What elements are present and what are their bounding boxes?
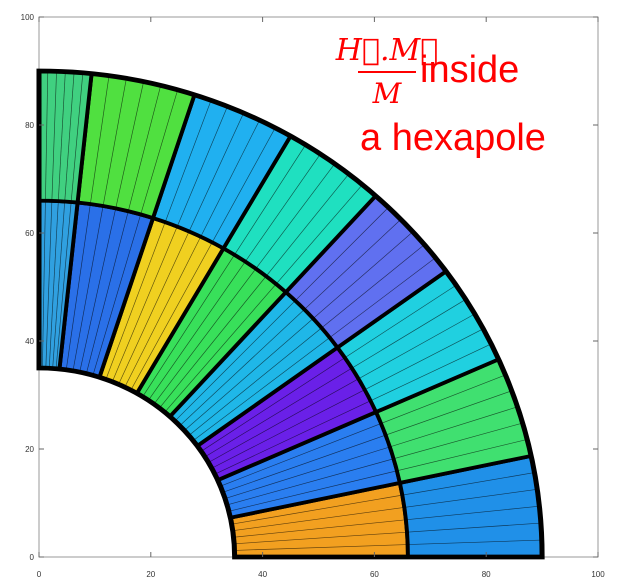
y-tick-label: 0 — [30, 553, 35, 562]
contour-line — [79, 81, 144, 373]
x-tick-label: 100 — [591, 570, 605, 579]
contour-line — [118, 112, 244, 385]
x-tick-label: 60 — [370, 570, 379, 579]
y-tick-label: 20 — [25, 445, 34, 454]
contour-line — [179, 219, 402, 426]
contour-line — [148, 153, 321, 401]
outline — [36, 68, 545, 560]
y-tick-label: 40 — [25, 337, 34, 346]
contour-line — [130, 127, 276, 391]
contour-line — [226, 422, 523, 506]
x-tick-label: 80 — [482, 570, 491, 579]
contour-line — [232, 489, 538, 532]
magnet-shape — [36, 68, 545, 560]
contour-line — [234, 522, 541, 545]
contour-line — [105, 100, 212, 380]
contour-line — [45, 71, 57, 369]
contour-line — [214, 343, 492, 475]
contour-line — [86, 85, 162, 374]
x-tick-label: 40 — [258, 570, 267, 579]
contour-line — [222, 390, 512, 493]
contour-line — [201, 284, 457, 452]
contour-line — [159, 173, 350, 409]
x-tick-label: 0 — [37, 570, 42, 579]
contour-line — [92, 89, 178, 376]
contour-line — [153, 163, 335, 405]
x-tick-label: 20 — [146, 570, 155, 579]
y-tick-label: 60 — [25, 229, 34, 238]
contour-line — [42, 71, 49, 369]
contour-line — [142, 144, 306, 397]
contour-line — [55, 72, 84, 369]
annotation-numerator: H⃗.M⃗ — [335, 33, 438, 68]
contour-line — [48, 71, 66, 369]
contour-line — [220, 374, 506, 487]
annotation-denominator: M — [372, 77, 403, 110]
contour-line — [111, 106, 228, 382]
contour-line — [188, 244, 425, 436]
contour-line — [52, 72, 75, 369]
annotation-line2: a hexapole — [360, 117, 546, 159]
contour-line — [228, 439, 528, 512]
y-tick-label: 100 — [21, 13, 35, 22]
contour-line — [65, 75, 110, 370]
contour-line — [174, 207, 389, 422]
contour-line — [124, 120, 260, 388]
contour-line — [231, 472, 535, 525]
annotation-text: inside — [420, 49, 519, 91]
contour-line — [234, 539, 542, 551]
contour-line — [233, 505, 540, 538]
contour-line — [224, 406, 518, 499]
contour-line — [192, 257, 436, 441]
y-tick-label: 80 — [25, 121, 34, 130]
annotation: H⃗.M⃗ M inside a hexapole — [335, 33, 546, 159]
contour-line — [164, 184, 363, 413]
contour-line — [204, 299, 466, 458]
contour-line — [211, 328, 484, 469]
contour-line — [184, 231, 414, 431]
contour-line — [208, 313, 475, 463]
contour-line — [72, 78, 127, 371]
